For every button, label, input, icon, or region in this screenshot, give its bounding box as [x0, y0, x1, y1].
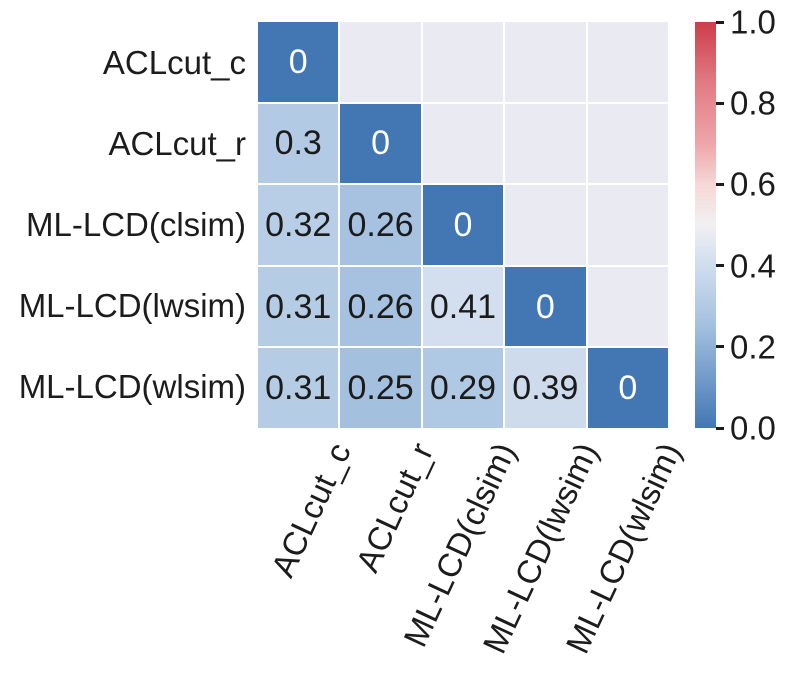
colorbar-tick-label-1: 0.8 — [730, 84, 776, 122]
heatmap-cell-r0c3 — [505, 22, 586, 102]
heatmap-cell-r0c0: 0 — [258, 22, 339, 102]
heatmap-cell-r1c3 — [505, 103, 586, 184]
colorbar-tick-label-4: 0.2 — [730, 328, 776, 366]
heatmap-cell-r0c1 — [340, 22, 421, 102]
heatmap-cell-r1c4 — [587, 103, 668, 184]
heatmap-cell-r2c4 — [587, 185, 668, 265]
y-tick-label-0: ACLcut_c — [102, 43, 246, 81]
y-tick-label-3: ML-LCD(lwsim) — [18, 287, 246, 325]
y-tick-label-2: ML-LCD(clsim) — [26, 206, 246, 243]
heatmap-cell-r4c2: 0.29 — [422, 348, 504, 428]
x-tick-label-1: ACLcut_r — [348, 437, 441, 578]
heatmap-cell-r3c0: 0.31 — [258, 266, 339, 347]
heatmap-cell-r3c3: 0 — [505, 266, 586, 347]
colorbar-tick-label-3: 0.4 — [730, 247, 776, 285]
colorbar-tick-1 — [716, 101, 724, 105]
heatmap-cell-r3c2: 0.41 — [422, 266, 504, 347]
colorbar-tick-2 — [716, 182, 724, 186]
colorbar-tick-label-0: 1.0 — [730, 3, 776, 41]
heatmap-cell-r1c0: 0.3 — [258, 103, 339, 184]
y-tick-label-1: ACLcut_r — [108, 124, 246, 162]
heatmap-cell-r2c1: 0.26 — [340, 185, 421, 265]
heatmap-cell-r4c3: 0.39 — [505, 348, 586, 428]
colorbar-tick-3 — [716, 264, 724, 268]
heatmap-cell-r1c1: 0 — [340, 103, 421, 184]
colorbar-tick-5 — [716, 426, 724, 430]
heatmap-cell-r0c4 — [587, 22, 668, 102]
heatmap-cell-r1c2 — [422, 103, 504, 184]
y-tick-label-4: ML-LCD(wlsim) — [18, 368, 246, 406]
heatmap-cell-r4c1: 0.25 — [340, 348, 421, 428]
heatmap-cell-r0c2 — [422, 22, 504, 102]
colorbar-tick-0 — [716, 20, 724, 24]
x-tick-label-0: ACLcut_c — [263, 437, 358, 583]
heatmap-grid: 0 0.3 0 0.32 0.26 0 0.31 0.26 0.41 0 0.31 0.25 0.29 0… — [258, 22, 668, 428]
heatmap-cell-r3c4 — [587, 266, 668, 347]
heatmap-cell-r3c1: 0.26 — [340, 266, 421, 347]
heatmap-cell-r4c4: 0 — [587, 348, 668, 428]
colorbar-tick-label-2: 0.6 — [730, 165, 776, 203]
heatmap-cell-r2c0: 0.32 — [258, 185, 339, 265]
colorbar-tick-label-5: 0.0 — [730, 409, 776, 447]
colorbar-tick-4 — [716, 345, 724, 349]
y-axis-labels: ACLcut_c ACLcut_r ML-LCD(clsim) ML-LCD(lwsi… — [0, 22, 246, 428]
heatmap-cell-r2c3 — [505, 185, 586, 265]
heatmap-cell-r2c2: 0 — [422, 185, 504, 265]
heatmap-cell-r4c0: 0.31 — [258, 348, 339, 428]
colorbar-gradient — [695, 22, 716, 428]
